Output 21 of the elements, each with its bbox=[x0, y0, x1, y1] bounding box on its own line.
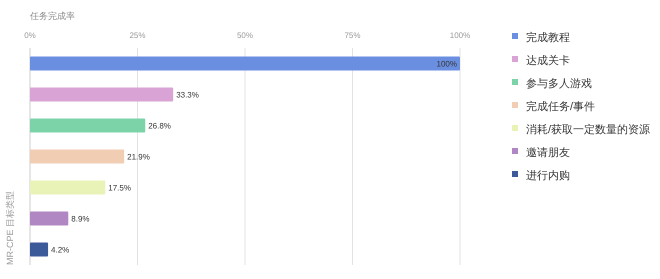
legend-label: 进行内购 bbox=[526, 169, 570, 182]
legend-label: 消耗/获取一定数量的资源 bbox=[526, 123, 650, 136]
data-label: 26.8% bbox=[148, 122, 171, 130]
legend-label: 完成教程 bbox=[526, 31, 570, 44]
y-axis-title: MR-CPE 目标类型 bbox=[5, 191, 15, 265]
x-axis-title: 任务完成率 bbox=[29, 11, 75, 21]
data-label: 4.2% bbox=[51, 246, 70, 254]
legend-label: 参与多人游戏 bbox=[526, 77, 592, 90]
data-label: 33.3% bbox=[176, 90, 199, 100]
data-label: 21.9% bbox=[127, 152, 150, 162]
data-label: 100% bbox=[436, 60, 457, 68]
data-label: 17.5% bbox=[108, 184, 131, 192]
legend-label: 完成任务/事件 bbox=[526, 100, 596, 113]
x-tick-label: 0% bbox=[24, 31, 36, 40]
x-tick-label: 25% bbox=[129, 31, 146, 40]
data-label: 8.9% bbox=[71, 214, 90, 224]
legend-label: 邀请朋友 bbox=[526, 146, 570, 159]
x-tick-label: 75% bbox=[344, 31, 361, 40]
x-tick-label: 50% bbox=[236, 31, 254, 40]
legend-label: 达成关卡 bbox=[526, 54, 570, 67]
x-tick-label: 100% bbox=[450, 31, 470, 40]
